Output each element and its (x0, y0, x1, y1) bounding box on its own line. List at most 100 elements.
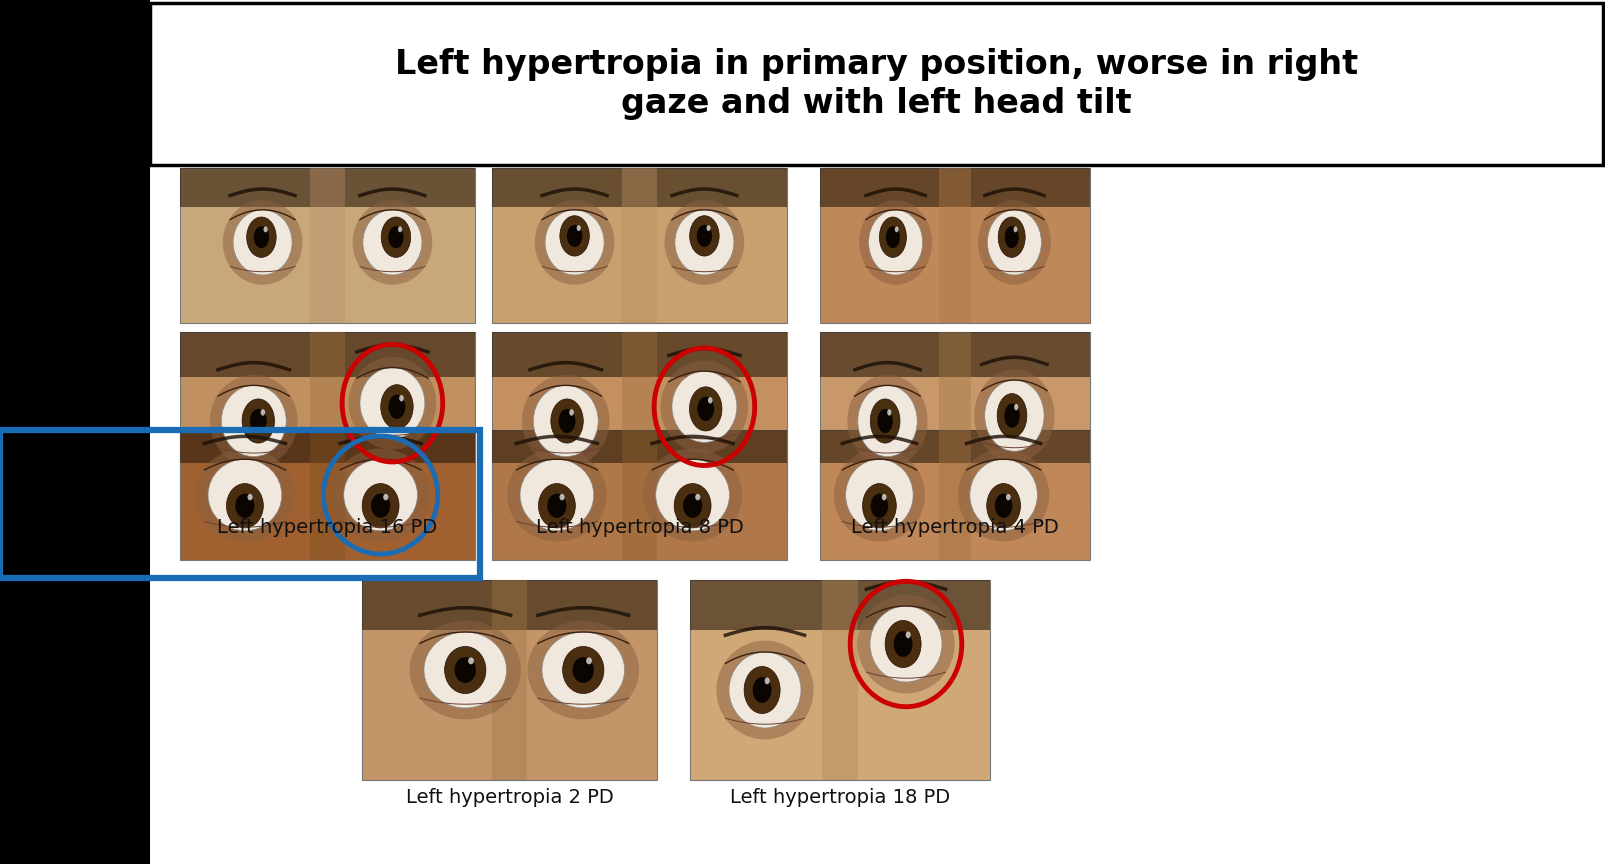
Ellipse shape (254, 226, 270, 248)
Ellipse shape (209, 460, 281, 530)
Ellipse shape (571, 658, 594, 683)
Ellipse shape (560, 216, 589, 256)
Ellipse shape (562, 646, 603, 694)
Bar (690, 580, 989, 630)
Ellipse shape (886, 226, 899, 248)
Bar (180, 168, 475, 206)
Ellipse shape (764, 677, 769, 684)
Ellipse shape (343, 460, 417, 530)
Ellipse shape (1005, 226, 1018, 248)
Ellipse shape (380, 384, 412, 429)
Ellipse shape (400, 395, 403, 402)
Text: Left hypertropia 8 PD: Left hypertropia 8 PD (536, 518, 743, 537)
Ellipse shape (223, 200, 302, 285)
Ellipse shape (974, 370, 1054, 462)
Bar (491, 168, 786, 206)
Ellipse shape (363, 210, 422, 275)
Bar (361, 580, 656, 630)
Bar (0, 430, 480, 578)
Ellipse shape (833, 448, 924, 542)
Ellipse shape (250, 409, 266, 433)
Ellipse shape (384, 494, 388, 500)
Ellipse shape (859, 200, 931, 285)
Ellipse shape (655, 460, 729, 530)
Ellipse shape (522, 375, 610, 467)
Ellipse shape (674, 210, 733, 275)
Ellipse shape (862, 484, 896, 528)
Bar (310, 430, 345, 560)
Bar (621, 430, 656, 560)
Bar (180, 332, 475, 510)
Ellipse shape (868, 210, 921, 275)
Ellipse shape (880, 217, 905, 257)
Ellipse shape (236, 493, 254, 518)
Ellipse shape (1003, 403, 1019, 428)
Ellipse shape (221, 385, 286, 456)
Ellipse shape (398, 226, 401, 232)
Text: Left hypertropia 18 PD: Left hypertropia 18 PD (730, 788, 950, 807)
Bar (491, 168, 786, 323)
Ellipse shape (194, 448, 294, 542)
Ellipse shape (247, 217, 276, 257)
Ellipse shape (454, 658, 475, 683)
Ellipse shape (388, 395, 404, 419)
Ellipse shape (847, 375, 928, 467)
Ellipse shape (997, 394, 1026, 438)
Bar (180, 332, 475, 377)
FancyBboxPatch shape (149, 3, 1602, 165)
Ellipse shape (348, 357, 437, 449)
Bar (820, 430, 1090, 560)
Ellipse shape (682, 493, 701, 518)
Bar (180, 430, 475, 560)
Ellipse shape (520, 460, 594, 530)
Bar (621, 332, 656, 510)
Ellipse shape (987, 210, 1040, 275)
Ellipse shape (233, 210, 292, 275)
Ellipse shape (894, 226, 899, 232)
Ellipse shape (380, 217, 411, 257)
Ellipse shape (260, 410, 265, 416)
Bar (820, 430, 1090, 462)
Ellipse shape (674, 484, 711, 528)
Bar (491, 332, 786, 377)
Bar (621, 168, 656, 323)
Ellipse shape (876, 409, 892, 433)
Ellipse shape (388, 226, 403, 248)
Ellipse shape (706, 226, 709, 231)
Ellipse shape (538, 484, 575, 528)
Ellipse shape (689, 387, 722, 431)
Ellipse shape (331, 448, 430, 542)
Ellipse shape (544, 210, 603, 275)
Ellipse shape (1005, 494, 1010, 500)
Ellipse shape (958, 448, 1048, 542)
Bar (491, 332, 786, 510)
Ellipse shape (507, 448, 607, 542)
Ellipse shape (576, 226, 581, 231)
Ellipse shape (984, 380, 1043, 451)
Text: Left hypertropia 16 PD: Left hypertropia 16 PD (217, 518, 437, 537)
Ellipse shape (743, 666, 780, 714)
Bar (939, 332, 971, 510)
Text: Left hypertropia in primary position, worse in right
gaze and with left head til: Left hypertropia in primary position, wo… (395, 48, 1358, 119)
Ellipse shape (568, 410, 573, 416)
Ellipse shape (870, 493, 888, 518)
Ellipse shape (998, 217, 1024, 257)
Ellipse shape (846, 460, 913, 530)
Ellipse shape (969, 460, 1037, 530)
Bar (690, 580, 989, 780)
Ellipse shape (445, 646, 486, 694)
Ellipse shape (695, 494, 700, 500)
Bar (820, 332, 1090, 377)
Ellipse shape (360, 367, 425, 439)
Ellipse shape (671, 372, 737, 442)
Ellipse shape (664, 200, 743, 285)
Bar (820, 168, 1090, 206)
Ellipse shape (1013, 403, 1018, 410)
Ellipse shape (559, 409, 575, 433)
Bar (939, 168, 971, 323)
Ellipse shape (993, 493, 1011, 518)
Ellipse shape (226, 484, 263, 528)
Ellipse shape (371, 493, 390, 518)
Ellipse shape (526, 620, 639, 720)
Bar (491, 430, 786, 560)
